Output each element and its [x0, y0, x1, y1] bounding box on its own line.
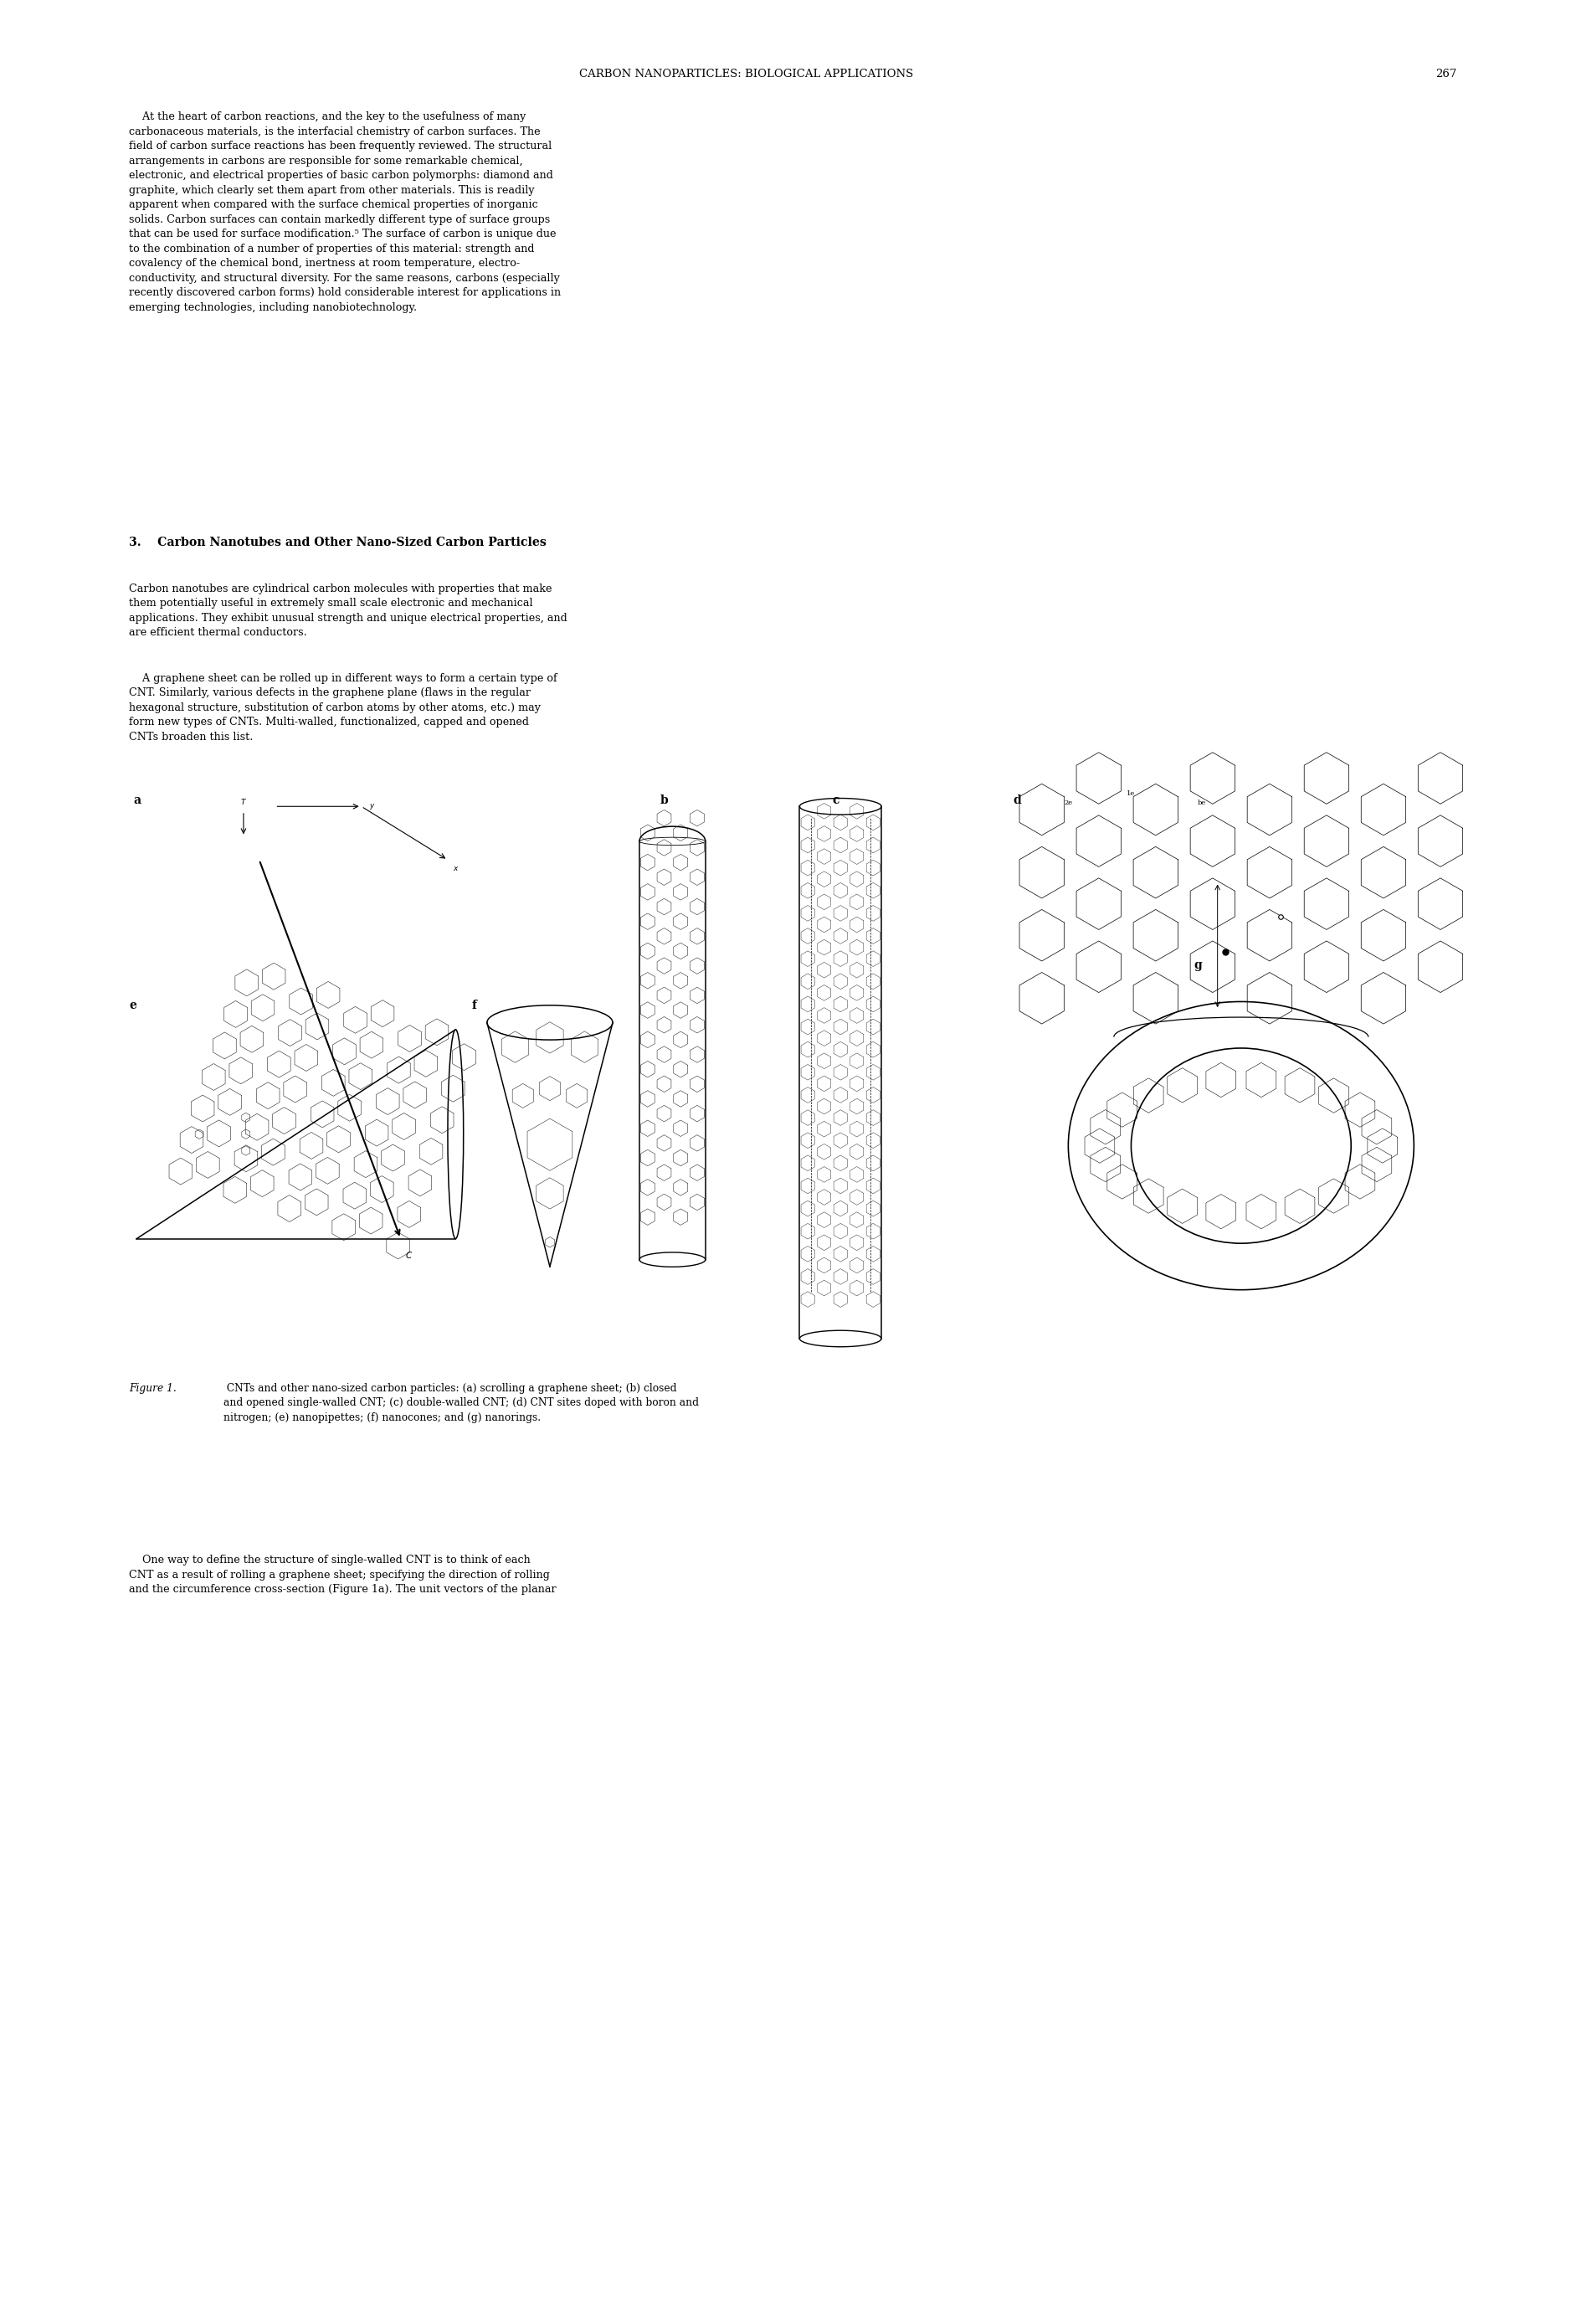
Text: Carbon nanotubes are cylindrical carbon molecules with properties that make
them: Carbon nanotubes are cylindrical carbon …	[129, 583, 567, 639]
Text: $y$: $y$	[369, 802, 375, 811]
Text: g: g	[1194, 960, 1202, 971]
Text: $C$: $C$	[405, 1250, 413, 1260]
Text: $x$: $x$	[452, 865, 459, 872]
Text: 3.    Carbon Nanotubes and Other Nano-Sized Carbon Particles: 3. Carbon Nanotubes and Other Nano-Sized…	[129, 537, 547, 548]
Text: $T$: $T$	[240, 797, 247, 806]
Text: At the heart of carbon reactions, and the key to the usefulness of many
carbonac: At the heart of carbon reactions, and th…	[129, 112, 561, 314]
Text: b: b	[660, 795, 669, 806]
Text: 1e: 1e	[1126, 790, 1136, 797]
Text: f: f	[471, 999, 476, 1011]
Text: a: a	[134, 795, 141, 806]
Text: One way to define the structure of single-walled CNT is to think of each
CNT as : One way to define the structure of singl…	[129, 1555, 556, 1594]
Text: c: c	[833, 795, 839, 806]
Text: d: d	[1013, 795, 1021, 806]
Text: CARBON NANOPARTICLES: BIOLOGICAL APPLICATIONS: CARBON NANOPARTICLES: BIOLOGICAL APPLICA…	[580, 67, 913, 79]
Text: Figure 1.: Figure 1.	[129, 1383, 176, 1394]
Text: A graphene sheet can be rolled up in different ways to form a certain type of
CN: A graphene sheet can be rolled up in dif…	[129, 674, 558, 741]
Text: be: be	[1197, 799, 1207, 806]
Text: CNTs and other nano-sized carbon particles: (a) scrolling a graphene sheet; (b) : CNTs and other nano-sized carbon particl…	[223, 1383, 699, 1422]
Text: e: e	[129, 999, 137, 1011]
Text: 267: 267	[1436, 67, 1458, 79]
Text: 2e: 2e	[1064, 799, 1073, 806]
